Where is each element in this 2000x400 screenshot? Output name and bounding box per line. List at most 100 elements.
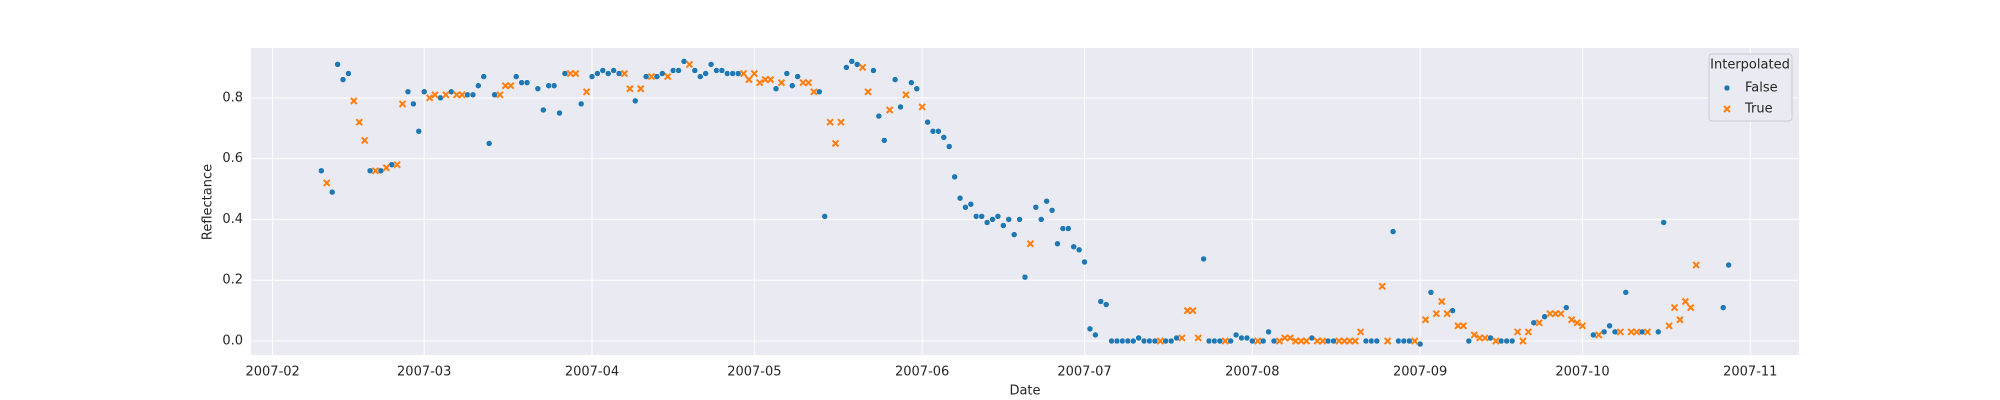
- point: [1725, 261, 1732, 269]
- y-tick-label: 0.4: [222, 212, 243, 227]
- point: [973, 213, 980, 220]
- legend-box: [1708, 53, 1793, 122]
- y-tick-label: 0.6: [222, 151, 243, 166]
- point: [1383, 337, 1392, 345]
- point: [864, 88, 872, 96]
- point: [1573, 319, 1581, 327]
- point: [1108, 337, 1115, 345]
- point: [1513, 328, 1522, 336]
- point: [610, 67, 617, 74]
- point: [848, 58, 856, 65]
- point: [1600, 328, 1608, 336]
- point: [1541, 313, 1548, 320]
- point: [1135, 334, 1142, 342]
- point: [1665, 322, 1673, 330]
- point: [750, 69, 759, 78]
- point: [924, 118, 931, 126]
- point: [1643, 328, 1652, 336]
- point: [469, 91, 477, 99]
- point: [1676, 316, 1684, 324]
- point: [496, 91, 504, 99]
- point: [1259, 337, 1267, 345]
- point: [1081, 258, 1088, 266]
- point: [794, 73, 801, 80]
- point: [518, 79, 525, 86]
- point: [1156, 337, 1165, 345]
- point: [1427, 289, 1435, 296]
- point: [789, 82, 796, 89]
- point: [1243, 334, 1251, 342]
- point: [691, 67, 699, 74]
- point: [1632, 328, 1641, 336]
- point: [1638, 328, 1646, 336]
- point: [1232, 331, 1240, 339]
- point: [902, 91, 910, 99]
- point: [1578, 322, 1587, 330]
- point: [669, 67, 677, 74]
- point: [1281, 334, 1289, 342]
- point: [1270, 337, 1278, 345]
- point: [437, 94, 444, 102]
- point: [1092, 331, 1099, 339]
- point: [523, 79, 531, 86]
- point: [1356, 328, 1365, 336]
- legend: Interpolated: [1708, 53, 1793, 122]
- point: [393, 161, 401, 169]
- point: [653, 73, 661, 80]
- point: [604, 70, 612, 77]
- point: [935, 128, 942, 135]
- point: [366, 167, 374, 175]
- point: [967, 200, 975, 208]
- point: [599, 67, 607, 74]
- point: [442, 91, 450, 99]
- x-tick-label: 2007-06: [895, 365, 949, 380]
- point: [360, 136, 369, 145]
- point: [1113, 337, 1121, 345]
- point: [1406, 337, 1413, 345]
- point: [858, 63, 867, 72]
- y-axis-label: Reflectance: [201, 164, 216, 240]
- point: [913, 85, 920, 92]
- point: [897, 103, 904, 111]
- x-tick-label: 2007-09: [1393, 365, 1447, 380]
- point: [1016, 216, 1023, 223]
- point: [588, 73, 596, 80]
- point: [675, 67, 682, 74]
- point: [636, 85, 645, 93]
- point: [577, 100, 585, 108]
- point: [1000, 222, 1007, 229]
- point: [1205, 337, 1213, 345]
- point: [1302, 337, 1311, 345]
- point: [685, 60, 694, 69]
- point: [371, 167, 380, 175]
- point: [1670, 303, 1679, 312]
- point: [334, 61, 341, 68]
- point: [1535, 319, 1543, 327]
- point: [480, 73, 487, 80]
- point: [1065, 225, 1072, 232]
- point: [1368, 337, 1375, 345]
- point: [1557, 309, 1565, 318]
- point: [1021, 273, 1029, 281]
- point: [1606, 322, 1613, 330]
- point: [994, 213, 1002, 220]
- point: [1692, 261, 1700, 269]
- point: [615, 70, 623, 77]
- point: [821, 213, 828, 220]
- point: [853, 61, 861, 68]
- point: [431, 91, 439, 99]
- point: [1655, 328, 1662, 336]
- point: [1070, 243, 1077, 251]
- point: [777, 78, 786, 87]
- point: [1616, 328, 1625, 336]
- point: [1362, 337, 1370, 345]
- point: [1318, 337, 1327, 345]
- point: [1005, 216, 1013, 223]
- point: [978, 213, 985, 220]
- point: [1189, 306, 1197, 315]
- point: [1481, 334, 1489, 342]
- point: [1459, 322, 1468, 330]
- legend-label: False: [1745, 81, 1778, 96]
- point: [1551, 309, 1560, 318]
- point: [626, 85, 634, 93]
